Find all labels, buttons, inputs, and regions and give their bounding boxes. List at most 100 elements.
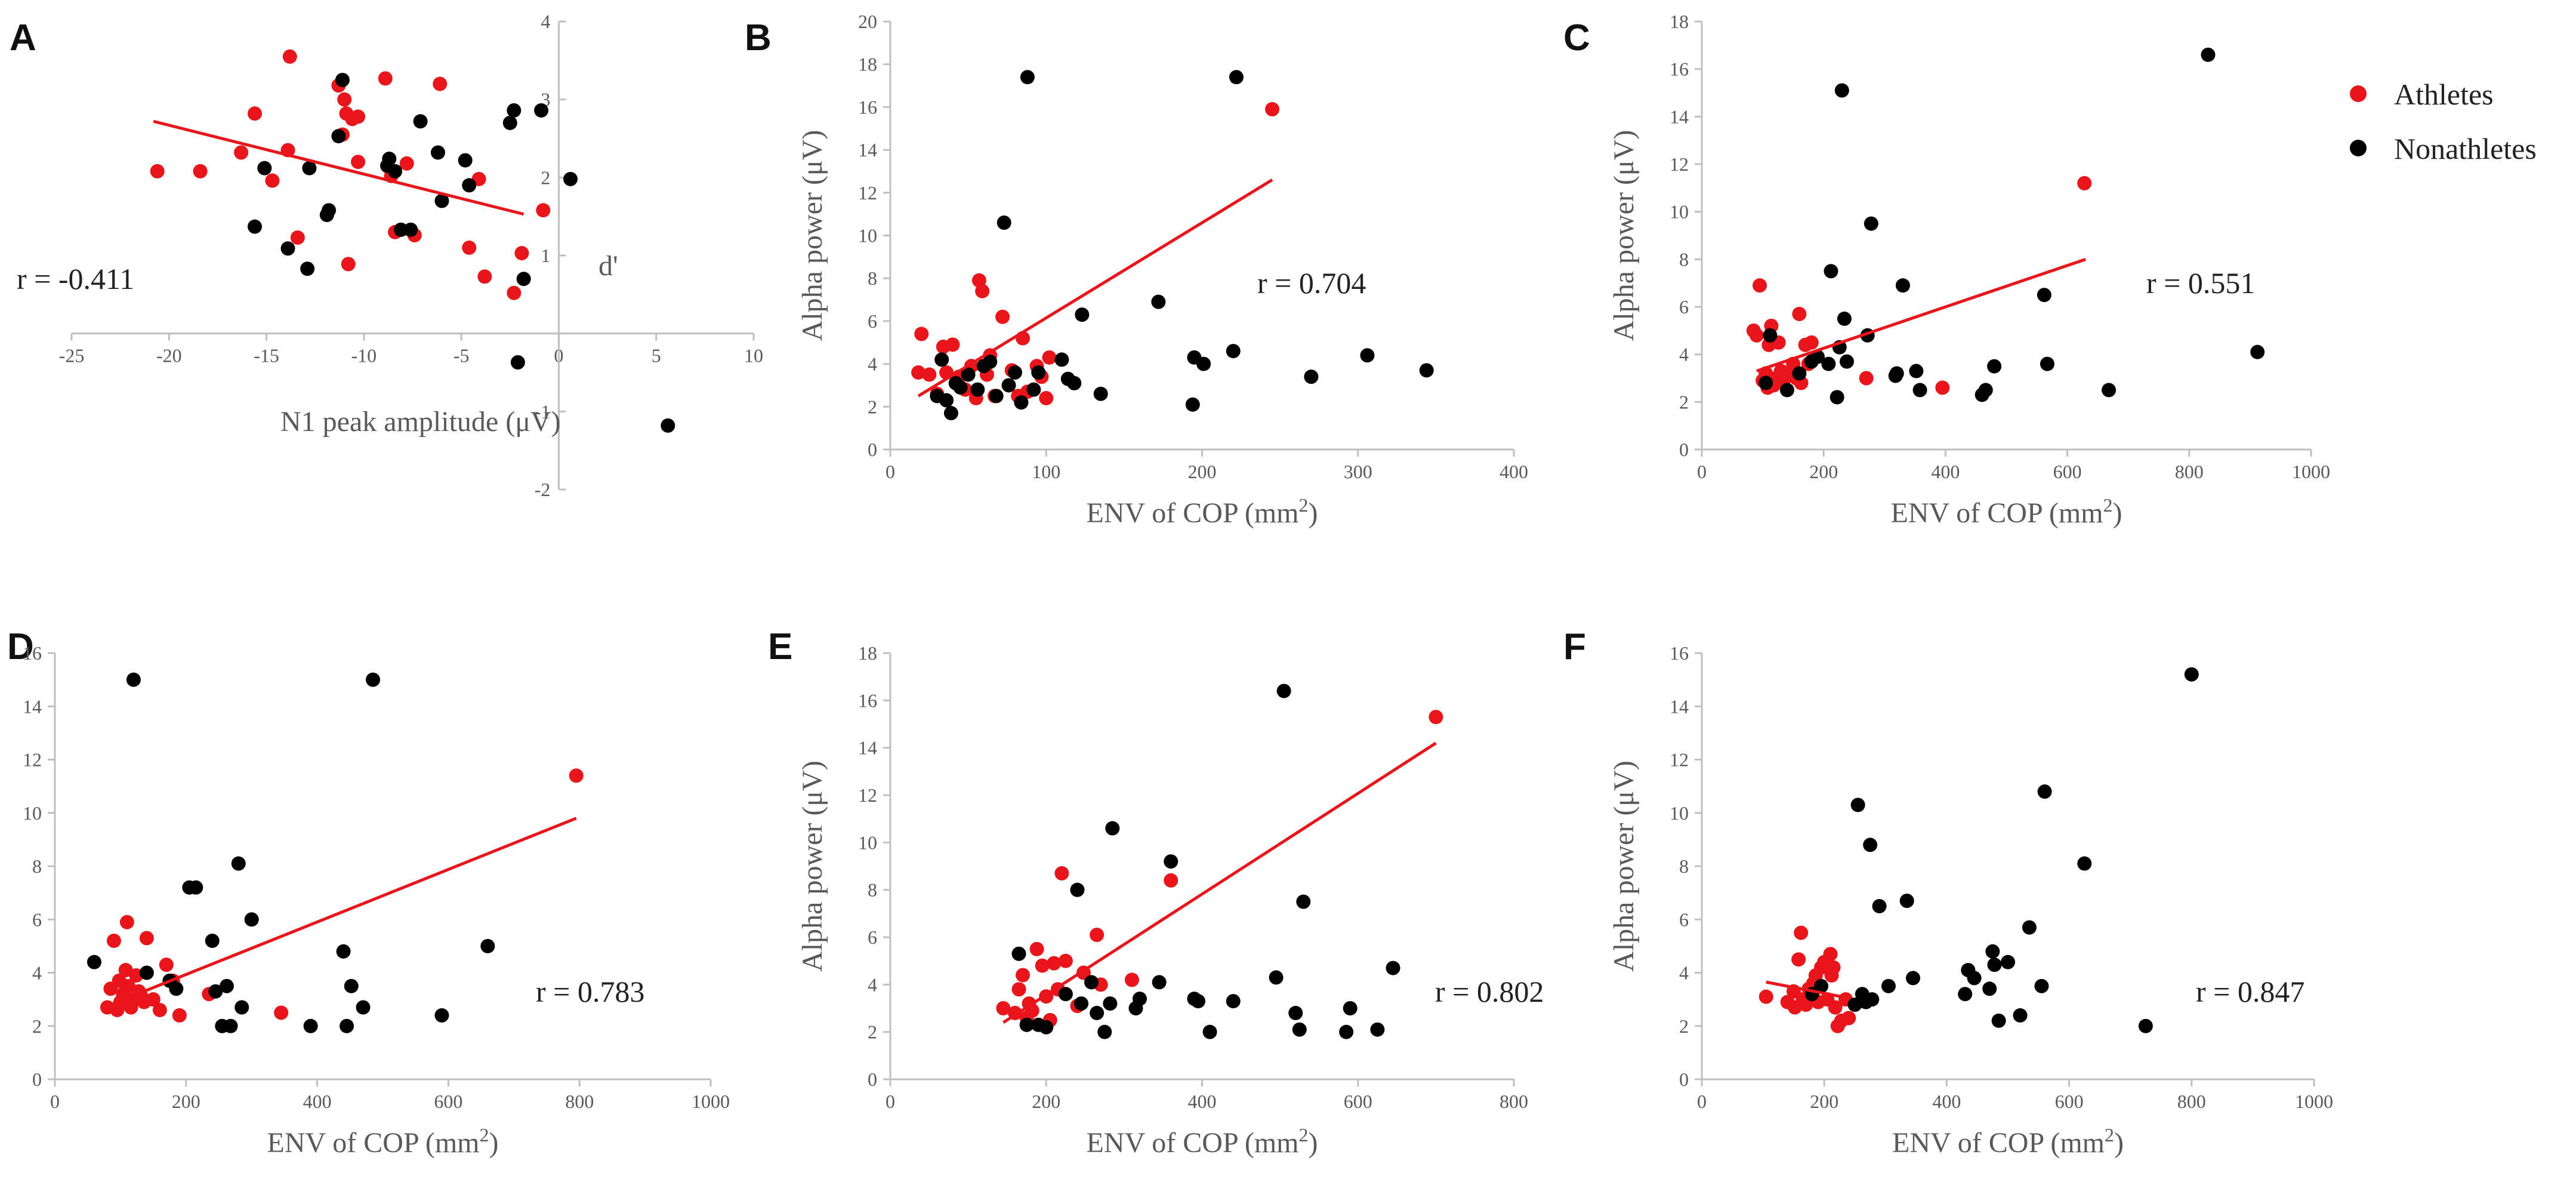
data-point-nonathletes <box>2001 955 2015 969</box>
x-tick-label: 200 <box>1188 461 1217 482</box>
y-tick-label: 16 <box>1670 59 1689 80</box>
y-tick-label: 10 <box>23 802 42 824</box>
data-point-nonathletes <box>2013 1008 2028 1023</box>
data-point-athletes <box>536 203 551 218</box>
x-tick-label: 0 <box>50 1091 60 1112</box>
data-point-nonathletes <box>943 406 958 421</box>
x-tick-label: 0 <box>1697 461 1707 482</box>
data-point-nonathletes <box>1978 383 1993 398</box>
data-point-athletes <box>1749 328 1764 343</box>
data-point-nonathletes <box>231 856 246 871</box>
y-tick-label: 1 <box>541 245 550 266</box>
data-point-nonathletes <box>1296 894 1311 909</box>
x-tick-label: 300 <box>1344 461 1372 482</box>
data-point-athletes <box>274 1005 289 1020</box>
data-point-athletes <box>433 76 448 91</box>
data-point-nonathletes <box>366 672 381 687</box>
data-point-nonathletes <box>257 161 272 176</box>
data-point-athletes <box>1828 1000 1843 1015</box>
data-point-nonathletes <box>1987 359 2002 374</box>
x-tick-label: 600 <box>2053 461 2082 482</box>
data-point-nonathletes <box>1850 798 1865 812</box>
y-tick-label: 0 <box>868 439 877 460</box>
x-axis-title: N1 peak amplitude (μV) <box>280 406 561 438</box>
x-tick-label: 100 <box>1032 461 1060 482</box>
series-nonathletes <box>1759 47 2265 405</box>
data-point-nonathletes <box>1895 278 1910 293</box>
y-tick-label: 0 <box>868 1069 877 1090</box>
data-point-athletes <box>1029 941 1044 956</box>
y-tick-label: -2 <box>535 479 551 500</box>
data-point-nonathletes <box>507 103 522 118</box>
x-tick-label: 400 <box>303 1091 332 1112</box>
y-tick-label: 6 <box>868 310 877 332</box>
panel-letter-b: B <box>745 17 772 59</box>
panel-letter-d: D <box>7 626 34 667</box>
data-point-nonathletes <box>1229 70 1244 85</box>
x-tick-label: 5 <box>652 345 661 367</box>
y-tick-label: 6 <box>1679 909 1689 930</box>
data-point-athletes <box>247 106 262 121</box>
y-tick-label: 4 <box>868 974 877 995</box>
data-point-athletes <box>106 933 121 948</box>
y-tick-label: 2 <box>868 1021 877 1043</box>
data-point-nonathletes <box>1865 992 1880 1007</box>
data-point-nonathletes <box>2138 1018 2153 1033</box>
data-point-athletes <box>507 285 522 300</box>
data-point-nonathletes <box>2250 344 2265 359</box>
data-point-nonathletes <box>1067 375 1082 390</box>
data-point-nonathletes <box>1276 684 1291 698</box>
x-tick-label: 1000 <box>2292 461 2330 482</box>
data-point-athletes <box>914 327 929 341</box>
data-point-nonathletes <box>1864 216 1878 231</box>
y-tick-label: 10 <box>1670 201 1689 223</box>
data-point-athletes <box>378 71 393 86</box>
data-point-athletes <box>569 768 584 783</box>
y-tick-label: 2 <box>541 167 550 188</box>
y-tick-label: 18 <box>858 642 877 664</box>
series-nonathletes <box>247 73 675 433</box>
x-tick-label: 400 <box>1500 461 1528 482</box>
data-point-athletes <box>1124 972 1139 987</box>
data-point-nonathletes <box>169 981 184 996</box>
legend-nonathletes-label: Nonathletes <box>2394 132 2537 165</box>
data-point-nonathletes <box>1905 971 1920 986</box>
data-point-athletes <box>341 257 356 272</box>
y-axis-title: Alpha power (μV) <box>797 130 828 341</box>
y-tick-label: 14 <box>858 139 877 161</box>
data-point-nonathletes <box>510 355 525 370</box>
data-point-nonathletes <box>1982 981 1997 996</box>
data-point-athletes <box>1826 960 1841 975</box>
data-point-nonathletes <box>331 129 346 144</box>
data-point-nonathletes <box>1779 383 1794 398</box>
data-point-nonathletes <box>1292 1022 1307 1037</box>
data-point-nonathletes <box>1039 1020 1054 1035</box>
data-point-athletes <box>119 915 134 929</box>
data-point-athletes <box>1011 982 1026 997</box>
y-tick-label: 16 <box>858 96 877 118</box>
data-point-nonathletes <box>1821 356 1836 371</box>
y-tick-label: 4 <box>868 353 877 375</box>
data-point-nonathletes <box>1987 958 2002 972</box>
data-point-nonathletes <box>2184 667 2199 682</box>
y-axis-title: d' <box>599 250 618 282</box>
x-tick-label: 0 <box>886 461 895 482</box>
data-point-nonathletes <box>462 178 477 193</box>
x-tick-label: 600 <box>434 1091 462 1112</box>
data-point-nonathletes <box>1097 1024 1112 1039</box>
data-point-nonathletes <box>1202 1024 1217 1039</box>
x-tick-label: 400 <box>1932 1091 1961 1112</box>
y-tick-label: 8 <box>1679 248 1689 270</box>
data-point-athletes <box>975 284 990 298</box>
data-point-athletes <box>234 145 249 160</box>
data-point-nonathletes <box>1837 311 1852 326</box>
data-point-nonathletes <box>1814 978 1829 993</box>
x-tick-label: -10 <box>351 345 377 367</box>
data-point-nonathletes <box>1912 383 1927 398</box>
data-point-athletes <box>337 92 352 107</box>
data-point-nonathletes <box>1889 366 1904 381</box>
data-point-nonathletes <box>223 1018 238 1033</box>
data-point-nonathletes <box>1020 70 1035 85</box>
y-tick-label: 2 <box>868 396 877 417</box>
